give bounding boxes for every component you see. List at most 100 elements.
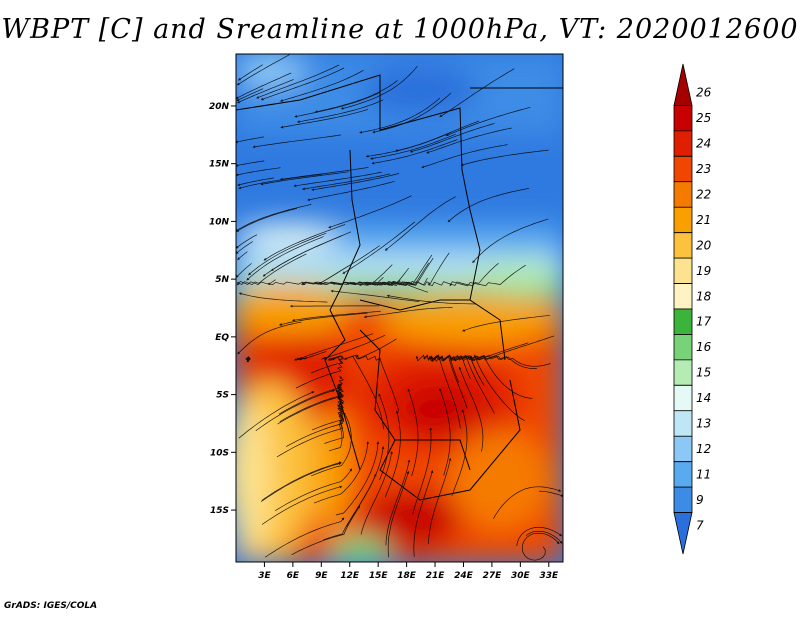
streamline [365, 131, 452, 158]
colorbar-swatch [673, 130, 693, 157]
lon-tick-label: 24E [454, 571, 474, 581]
streamline [451, 409, 468, 496]
streamline [236, 241, 254, 254]
lon-tick-label: 27E [483, 571, 503, 581]
streamline [261, 485, 343, 525]
lon-tick-label: 6E [287, 571, 300, 581]
streamline [449, 264, 526, 287]
lon-tick-label: 9E [315, 571, 328, 581]
streamline [516, 526, 563, 546]
streamline [428, 457, 452, 545]
streamline [236, 72, 292, 99]
lat-tick-label: EQ [215, 333, 229, 343]
streamline [470, 355, 525, 422]
lat-tick-label: 15N [209, 160, 230, 170]
streamline [449, 355, 495, 414]
colorbar-label: 19 [696, 264, 711, 278]
streamline [458, 366, 484, 452]
streamline [340, 65, 418, 110]
streamline [342, 221, 416, 274]
streamline [236, 160, 265, 167]
lat-tick-label: 5S [216, 391, 229, 401]
colorbar-label: 23 [696, 162, 711, 176]
streamline [364, 254, 433, 286]
streamline [246, 236, 324, 281]
streamline [429, 354, 468, 409]
streamline [460, 149, 549, 167]
lon-tick-label: 15E [369, 571, 389, 581]
streamline [343, 355, 384, 430]
lat-tick-label: 20N [209, 102, 230, 112]
streamline [407, 388, 419, 477]
lat-tick-label: 10S [210, 448, 229, 458]
streamline [260, 67, 345, 101]
streamline [286, 404, 345, 447]
streamline [331, 267, 409, 286]
streamline [371, 139, 458, 165]
streamline [385, 459, 411, 546]
streamline [236, 263, 252, 278]
streamline [525, 530, 563, 544]
colorbar-label: 13 [696, 417, 711, 431]
streamline [427, 263, 499, 287]
streamline [236, 234, 258, 249]
streamline [236, 88, 264, 102]
streamline [311, 355, 344, 374]
streamline [412, 427, 433, 515]
colorbar-swatch [673, 512, 693, 555]
colorbar-label: 18 [696, 289, 712, 303]
streamline [237, 64, 263, 81]
colorbar-swatch [673, 206, 693, 234]
streamline [472, 335, 555, 361]
lon-tick-label: 3E [258, 571, 271, 581]
colorbar-swatch [673, 155, 693, 183]
streamline [237, 177, 274, 187]
streamline [359, 97, 441, 134]
colorbar-label: 7 [696, 518, 704, 532]
streamline [238, 391, 315, 439]
streamline [372, 92, 452, 134]
lon-tick-label: 18E [397, 571, 417, 581]
streamline [260, 171, 349, 186]
streamline [384, 410, 401, 498]
streamline [472, 218, 549, 264]
streamline [263, 224, 346, 261]
streamline [378, 393, 390, 481]
streamline [295, 356, 344, 389]
lon-tick-label: 21E [426, 571, 446, 581]
streamline [318, 279, 401, 286]
streamline [236, 204, 312, 232]
streamline [521, 532, 560, 561]
streamline [236, 54, 290, 86]
colorbar-label: 9 [696, 493, 704, 507]
colorbar-swatch [673, 283, 693, 310]
streamline [276, 415, 345, 458]
country-borders [236, 74, 563, 501]
streamline [439, 388, 451, 476]
colorbar-label: 21 [696, 213, 711, 227]
lat-tick-label: 10N [209, 217, 230, 227]
streamline [236, 253, 307, 286]
streamline [461, 314, 550, 332]
streamline [301, 173, 390, 191]
colorbar-label: 17 [696, 315, 712, 329]
streamline [426, 127, 512, 154]
colorbar-label: 14 [696, 391, 711, 405]
streamline [236, 79, 294, 104]
colorbar-label: 12 [696, 442, 711, 456]
streamline [321, 334, 386, 360]
streamline [252, 134, 341, 149]
colorbar-swatch [673, 461, 693, 488]
streamline [384, 196, 456, 251]
streamline [296, 333, 374, 360]
streamline [277, 385, 345, 425]
streamline [421, 144, 508, 169]
streamline [278, 312, 368, 326]
colorbar-swatch [673, 359, 693, 386]
streamline [423, 354, 471, 379]
streamline [261, 461, 342, 501]
streamline [267, 265, 349, 286]
colorbar-swatch [673, 105, 693, 132]
colorbar-label: 11 [696, 467, 711, 481]
